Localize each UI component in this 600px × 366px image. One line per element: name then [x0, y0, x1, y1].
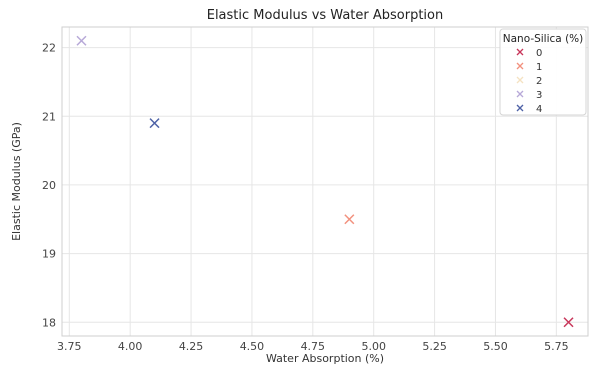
legend-items: 0 1 2 3 4 — [516, 48, 542, 115]
data-point-4 — [149, 118, 160, 129]
data-points — [76, 35, 574, 328]
legend-marker-0 — [516, 48, 524, 56]
x-tick-label: 4.00 — [118, 340, 143, 353]
x-tick-label: 5.00 — [361, 340, 386, 353]
legend-label: 2 — [536, 76, 542, 87]
y-tick-label: 19 — [42, 248, 56, 261]
y-axis-label: Elastic Modulus (GPa) — [10, 122, 23, 241]
legend: Nano-Silica (%) 0 1 2 3 4 — [499, 28, 587, 116]
chart-title: Elastic Modulus vs Water Absorption — [207, 8, 444, 23]
data-point-0 — [563, 317, 574, 328]
x-tick-label: 4.50 — [240, 340, 265, 353]
x-tick-label: 5.25 — [422, 340, 447, 353]
legend-title: Nano-Silica (%) — [503, 33, 583, 45]
data-point-1 — [344, 214, 355, 225]
legend-marker-2 — [516, 76, 524, 84]
x-tick-label: 5.75 — [544, 340, 569, 353]
legend-marker-3 — [516, 90, 524, 98]
x-tick-label: 4.25 — [179, 340, 204, 353]
legend-label: 4 — [536, 104, 542, 115]
y-tick-label: 18 — [42, 316, 56, 329]
legend-label: 3 — [536, 90, 542, 101]
y-tick-label: 21 — [42, 110, 56, 123]
y-tick-label: 22 — [42, 42, 56, 55]
legend-marker-1 — [516, 62, 524, 70]
legend-label: 0 — [536, 48, 542, 59]
legend-marker-4 — [516, 104, 524, 112]
data-point-3 — [76, 35, 87, 46]
x-axis-label: Water Absorption (%) — [266, 352, 384, 365]
x-tick-label: 5.50 — [483, 340, 508, 353]
plot-area-frame — [61, 26, 589, 337]
tick-labels: 3.75 4.00 4.25 4.50 4.75 5.00 5.25 5.50 5.75 18 19… — [42, 42, 569, 353]
x-tick-label: 4.75 — [301, 340, 326, 353]
legend-label: 1 — [536, 62, 542, 73]
y-tick-label: 20 — [42, 179, 56, 192]
x-tick-label: 3.75 — [57, 340, 82, 353]
